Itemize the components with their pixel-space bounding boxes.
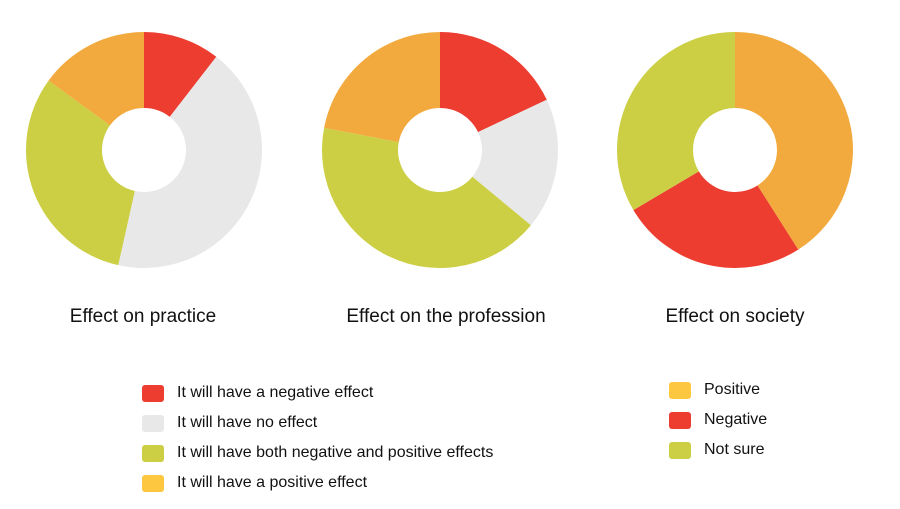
legend-label: Negative (704, 411, 768, 428)
legend-swatch (142, 474, 164, 492)
legend-item: It will have no effect (142, 408, 493, 438)
legend-item: It will have a positive effect (142, 468, 493, 498)
donut-chart-society (617, 32, 853, 268)
donut-chart-profession (322, 32, 558, 268)
legend-label: It will have a positive effect (177, 474, 368, 491)
legend-swatch (669, 381, 691, 399)
legend-society: Positive Negative Not sure (669, 375, 767, 465)
legend-label: Positive (704, 381, 761, 398)
legend-item: Not sure (669, 435, 767, 465)
donut-slice-not-sure (617, 32, 735, 211)
legend-label: It will have no effect (177, 414, 318, 431)
donut-slice-it-will-have-a-negative-effect (144, 32, 217, 117)
legend-label: Not sure (704, 441, 765, 458)
legend-swatch (142, 444, 164, 462)
chart-title-profession: Effect on the profession (346, 306, 546, 327)
donut-slice-it-will-have-no-effect (472, 99, 558, 226)
legend-swatch (669, 411, 691, 429)
donut-slice-it-will-have-a-positive-effect (48, 32, 144, 126)
chart-title-society: Effect on society (665, 306, 805, 327)
legend-swatch (142, 384, 164, 402)
donut-slice-positive (735, 32, 853, 250)
donut-slice-it-will-have-both-negative-and-positive-effects (322, 127, 531, 268)
legend-label: It will have a negative effect (177, 384, 374, 401)
donut-slice-it-will-have-a-negative-effect (440, 32, 547, 133)
legend-item: Positive (669, 375, 767, 405)
legend-item: It will have both negative and positive … (142, 438, 493, 468)
donut-slice-it-will-have-a-positive-effect (324, 32, 440, 143)
donut-slice-it-will-have-both-negative-and-positive-effects (25, 80, 135, 266)
legend-item: Negative (669, 405, 767, 435)
legend-effect: It will have a negative effect It will h… (142, 378, 493, 498)
donut-slice-it-will-have-no-effect (118, 56, 262, 268)
legend-swatch (142, 414, 164, 432)
donut-slice-negative (633, 171, 799, 268)
donut-chart-practice (25, 32, 262, 268)
legend-swatch (669, 441, 691, 459)
chart-title-practice: Effect on practice (69, 306, 217, 327)
legend-item: It will have a negative effect (142, 378, 493, 408)
legend-label: It will have both negative and positive … (177, 444, 494, 461)
